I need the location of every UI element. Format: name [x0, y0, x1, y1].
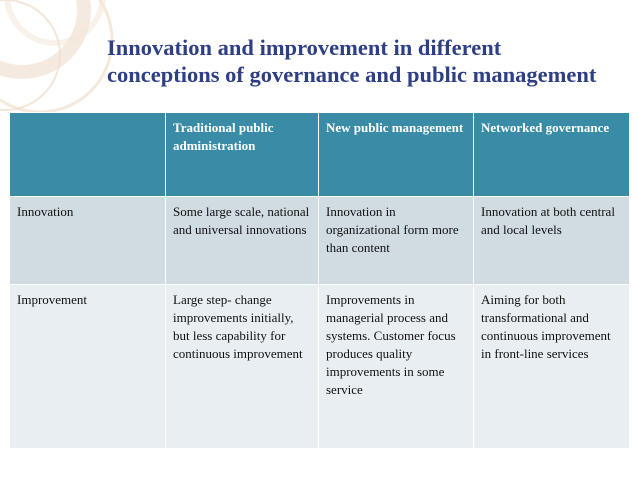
cell-improvement-npm: Improvements in managerial process and s…	[318, 284, 474, 449]
cell-innovation-npm: Innovation in organizational form more t…	[318, 196, 474, 285]
table-row-innovation: Innovation Some large scale, national an…	[9, 196, 630, 285]
comparison-table: Traditional public administration New pu…	[9, 112, 630, 449]
table-row-improvement: Improvement Large step- change improveme…	[9, 284, 630, 449]
table-header-row: Traditional public administration New pu…	[9, 112, 630, 197]
cell-improvement-networked: Aiming for both transformational and con…	[473, 284, 630, 449]
cell-innovation-traditional: Some large scale, national and universal…	[165, 196, 319, 285]
row-label-innovation: Innovation	[9, 196, 166, 285]
header-empty-cell	[9, 112, 166, 197]
header-new-public-management: New public management	[318, 112, 474, 197]
header-traditional-public-administration: Traditional public administration	[165, 112, 319, 197]
cell-improvement-traditional: Large step- change improvements initiall…	[165, 284, 319, 449]
cell-innovation-networked: Innovation at both central and local lev…	[473, 196, 630, 285]
header-networked-governance: Networked governance	[473, 112, 630, 197]
row-label-improvement: Improvement	[9, 284, 166, 449]
slide-title: Innovation and improvement in different …	[107, 34, 627, 88]
slide-title-line-2: conceptions of governance and public man…	[107, 62, 597, 87]
slide-title-line-1: Innovation and improvement in different	[107, 35, 502, 60]
